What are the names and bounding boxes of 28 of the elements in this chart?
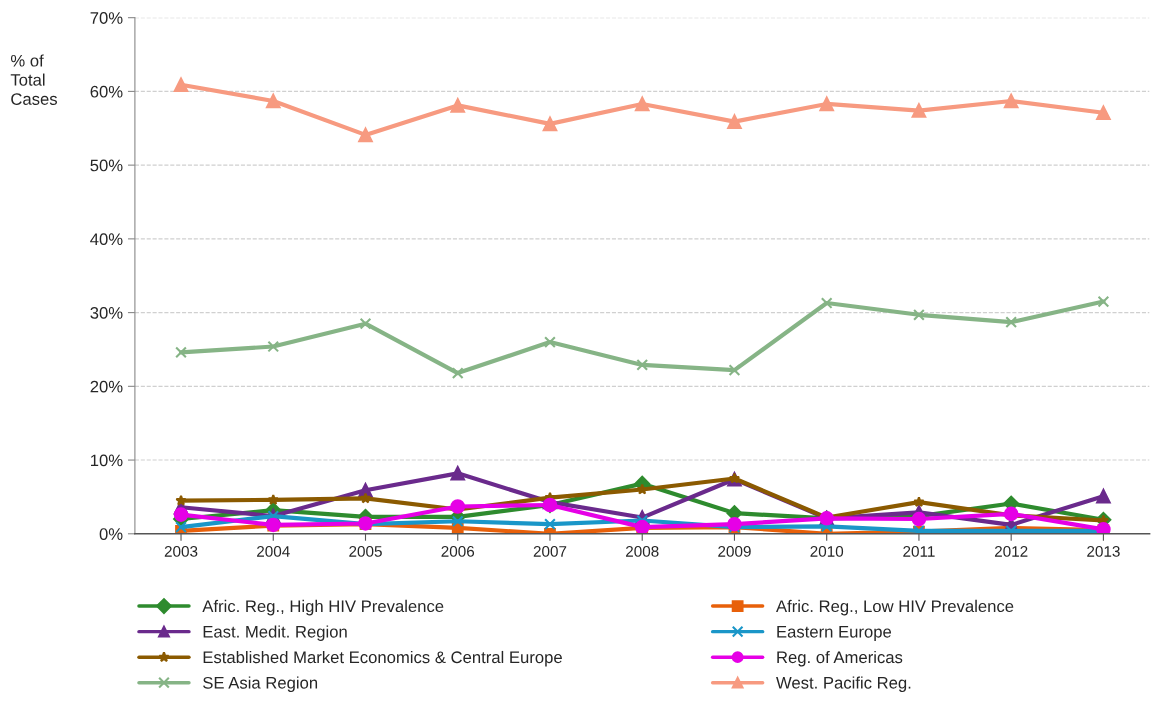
- y-tick-label: 10%: [91, 454, 123, 467]
- legend-label: West. Pacific Reg.: [776, 676, 911, 692]
- x-tick-label: 2004: [257, 545, 290, 557]
- x-tick-label: 2007: [533, 545, 567, 557]
- x-tick-label: 2008: [626, 545, 659, 557]
- x-tick-label: 2011: [903, 545, 935, 557]
- legend-label: Afric. Reg., High HIV Prevalence: [202, 599, 444, 616]
- y-tick-label: 50%: [90, 159, 123, 172]
- x-tick-label: 2013: [1087, 545, 1120, 557]
- legend-label: Reg. of Americas: [777, 650, 903, 667]
- y-tick-label: 70%: [90, 12, 123, 24]
- legend-label: East. Medit. Region: [203, 625, 347, 641]
- x-tick-label: 2010: [810, 545, 844, 557]
- x-tick-label: 2012: [994, 545, 1028, 557]
- legend-label: Eastern Europe: [777, 626, 892, 641]
- legend-label: Afric. Reg., Low HIV Prevalence: [776, 599, 1014, 616]
- y-tick-label: 0%: [99, 528, 123, 540]
- y-tick-label: 60%: [90, 85, 123, 98]
- y-tick-label: 30%: [90, 307, 123, 319]
- x-tick-label: 2006: [441, 545, 475, 557]
- legend-label: Established Market Economics & Central Europe: [203, 650, 562, 667]
- legend-label: SE Asia Region: [203, 676, 318, 692]
- y-tick-label: 40%: [90, 233, 123, 246]
- x-tick-label: 2009: [718, 545, 751, 557]
- x-tick-label: 2005: [349, 545, 382, 557]
- y-tick-label: 20%: [90, 380, 123, 393]
- x-tick-label: 2003: [164, 545, 198, 557]
- y-axis-title: % of Total Cases: [10, 54, 58, 105]
